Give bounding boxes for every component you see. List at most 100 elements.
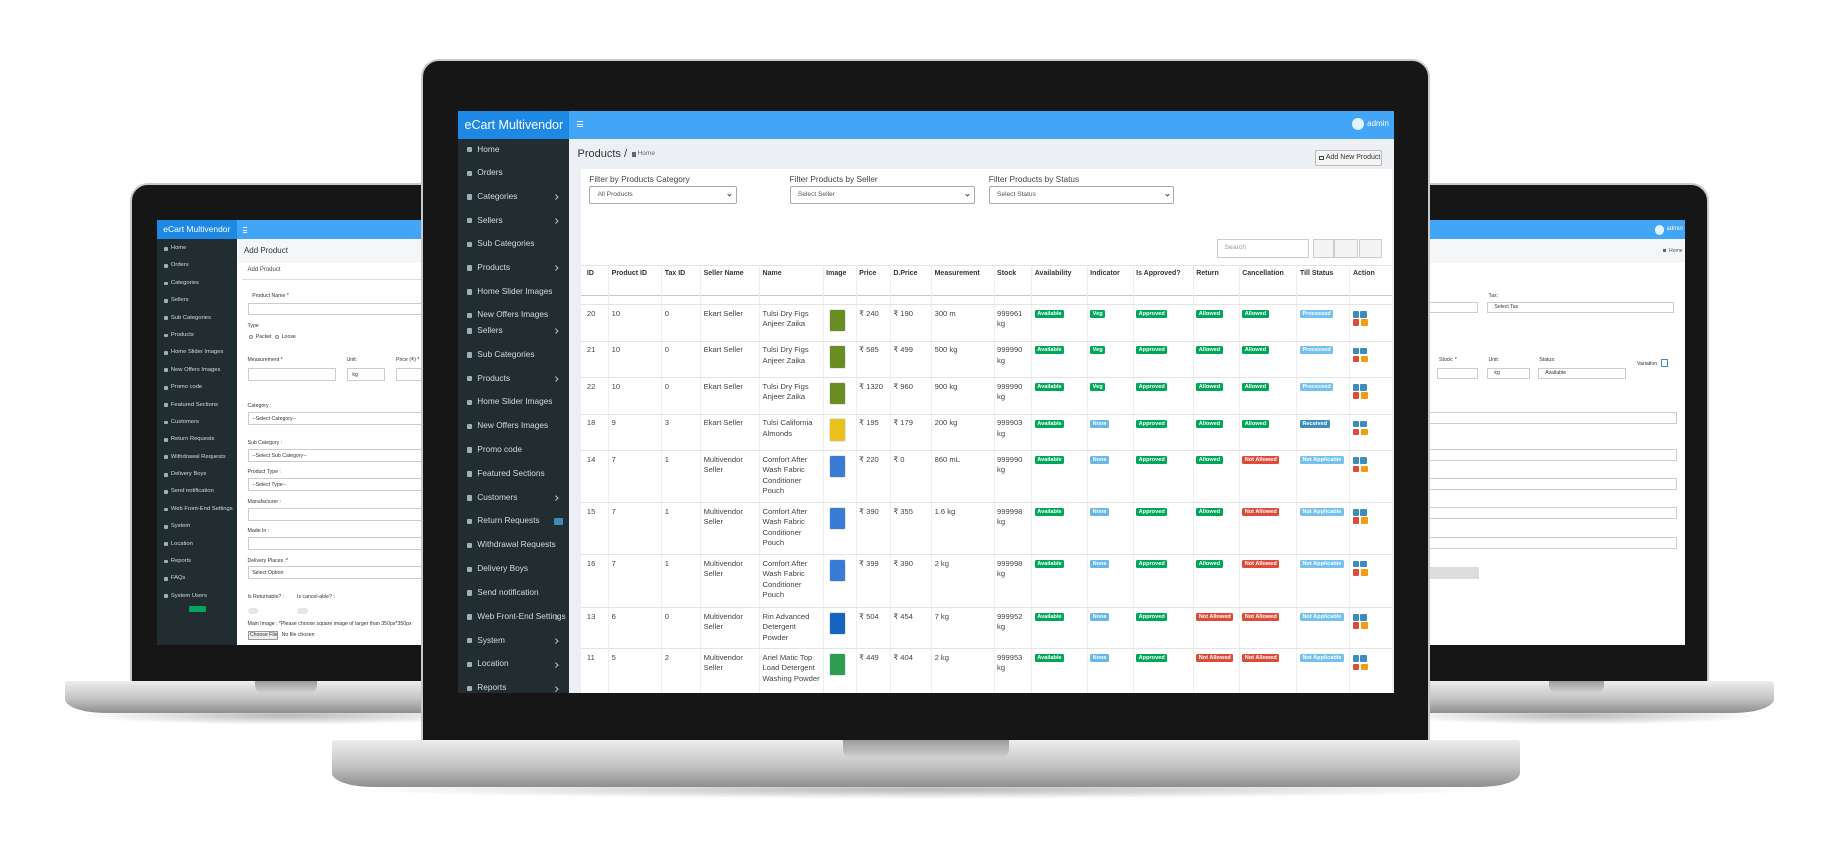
table-cell: Rin Advanced Detergent Powder <box>762 611 810 642</box>
form-input <box>1390 506 1678 519</box>
status-badge: Allowed <box>1196 559 1223 568</box>
column-header: Image <box>826 270 847 278</box>
status-badge: Allowed <box>1242 419 1269 428</box>
table-cell: ₹ 454 <box>893 611 913 621</box>
action-icon <box>1352 311 1360 318</box>
status-badge: Processed <box>1299 383 1334 392</box>
form-text: Type <box>247 323 259 330</box>
action-icon <box>1360 347 1367 355</box>
form-text: Is Returnable? : <box>247 594 285 601</box>
status-badge: Not Allowed <box>1242 456 1280 465</box>
table-cell: 2 <box>664 652 669 662</box>
box-title: Add Product <box>247 267 281 274</box>
form-input <box>247 537 437 551</box>
gray-button <box>1390 566 1480 579</box>
table-cell: Tulsi Dry Figs Anjeer Zaika <box>762 381 809 402</box>
sidebar-item: Delivery Boys <box>477 563 529 574</box>
top-bar <box>156 220 507 240</box>
sidebar-icon <box>466 590 473 596</box>
table-cell: ₹ 355 <box>893 506 913 516</box>
status-badge: Approved <box>1136 507 1168 516</box>
sidebar-icon <box>466 170 473 177</box>
sidebar-icon <box>163 403 168 407</box>
status-badge: Not Allowed <box>1196 654 1234 663</box>
top-bar <box>458 110 1395 140</box>
action-icon <box>1361 663 1368 670</box>
sidebar-item: Return Requests <box>170 436 215 443</box>
sidebar-item: Sub Categories <box>477 348 535 359</box>
sidebar-item: Web Front-End Settings <box>170 505 233 512</box>
sidebar-icon <box>466 447 473 453</box>
form-text: Variation <box>1637 360 1658 367</box>
laptop-base <box>332 740 1521 788</box>
table-cell: Comfort After Wash Fabric Conditioner Po… <box>762 558 808 600</box>
sidebar-icon <box>163 385 168 390</box>
table-cell: 1.6 kg <box>934 506 956 516</box>
plus-icon <box>1318 155 1324 161</box>
action-icon <box>1360 614 1367 621</box>
add-variation-icon <box>1660 359 1668 367</box>
sidebar-item: Sellers <box>170 297 189 304</box>
laptop-notch <box>843 740 1010 759</box>
action-icon <box>1360 457 1367 464</box>
product-image <box>828 652 847 677</box>
form-text: --Select Category-- <box>252 416 297 423</box>
row-rule <box>581 553 1392 555</box>
action-icon <box>1360 655 1367 662</box>
table-cell: 0 <box>664 611 669 621</box>
table-cell: ₹ 179 <box>893 418 913 428</box>
table-cell: ₹ 190 <box>893 308 913 318</box>
column-rule <box>700 265 701 693</box>
user-name: admin <box>1367 118 1389 128</box>
form-input <box>1390 449 1678 461</box>
table-cell: 11 <box>586 652 595 662</box>
table-cell: ₹ 499 <box>893 345 913 355</box>
sidebar-icon <box>466 146 473 153</box>
action-icon <box>1352 420 1360 428</box>
sidebar-icon <box>466 471 473 477</box>
sidebar-icon <box>163 351 168 355</box>
sidebar-item: Send notification <box>477 586 539 597</box>
form-text: Category : <box>247 403 272 410</box>
action-icon <box>1361 319 1368 326</box>
top-bar <box>1390 220 1686 240</box>
status-badge: Available <box>1034 612 1065 621</box>
status-badge: Available <box>1034 559 1065 568</box>
sidebar-icon <box>466 218 473 224</box>
table-cell: 2 kg <box>934 558 949 568</box>
form-text: No file chosen <box>281 632 315 639</box>
action-icon <box>1352 384 1360 391</box>
column-rule <box>1238 265 1240 693</box>
action-icon <box>1352 517 1360 524</box>
status-badge: Allowed <box>1196 309 1223 318</box>
action-icon <box>1361 465 1368 472</box>
sidebar-item: Withdrawal Requests <box>477 539 556 550</box>
radio <box>274 334 280 340</box>
sidebar-item: Sellers <box>477 325 503 336</box>
status-badge: Received <box>1299 419 1330 428</box>
sidebar-item: Home Slider Images <box>477 285 553 296</box>
sidebar-icon <box>466 352 473 358</box>
sidebar-icon <box>163 455 168 460</box>
column-rule <box>1349 265 1351 693</box>
form-text: Status: <box>1539 357 1556 364</box>
avatar <box>1654 225 1665 235</box>
action-icon <box>1361 428 1368 436</box>
product-image <box>828 454 847 479</box>
sidebar-item: Categories <box>170 279 199 286</box>
status-badge: Approved <box>1136 559 1168 568</box>
table-cell: 14 <box>586 454 596 464</box>
sidebar-icon <box>466 265 473 271</box>
title-bar <box>1390 239 1686 263</box>
sidebar-item: Home <box>477 143 500 154</box>
status-badge: None <box>1090 612 1110 621</box>
column-header: Measurement <box>934 270 980 278</box>
sidebar-icon <box>466 194 473 200</box>
sidebar-icon <box>466 566 473 572</box>
form-text: Packet <box>255 333 272 340</box>
form-text: Select Tax <box>1494 304 1519 311</box>
screen: admin Home Tax: Select Tax Stock: * Unit: Stat… <box>1390 220 1686 645</box>
table-cell: 0 <box>664 345 669 355</box>
status-badge: None <box>1090 456 1110 465</box>
sidebar-icon <box>163 246 168 251</box>
